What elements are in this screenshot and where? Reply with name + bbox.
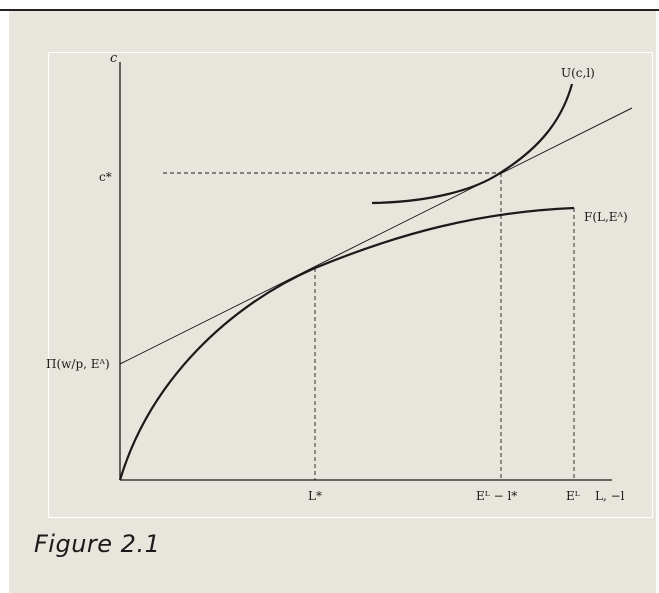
x-axis-label: L, −l bbox=[595, 489, 625, 503]
intercept-label: Π(w/p, Eᴬ) bbox=[46, 357, 110, 371]
utility-curve-label: U(c,l) bbox=[561, 66, 595, 80]
EL-minus-l-star-label: Eᴸ − l* bbox=[476, 489, 517, 503]
production-curve bbox=[118, 206, 575, 481]
figure-panel bbox=[9, 11, 656, 593]
EL-label: Eᴸ bbox=[566, 489, 580, 503]
indifference-curve bbox=[371, 83, 574, 205]
y-axis-label: c bbox=[110, 51, 118, 66]
diagram-box bbox=[48, 52, 653, 518]
budget-line bbox=[119, 107, 633, 365]
production-curve-label: F(L,Eᴬ) bbox=[584, 210, 628, 224]
figure-caption: Figure 2.1 bbox=[34, 530, 161, 558]
c-star-label: c* bbox=[99, 170, 112, 184]
L-star-label: L* bbox=[308, 489, 322, 503]
top-rule bbox=[0, 9, 659, 11]
